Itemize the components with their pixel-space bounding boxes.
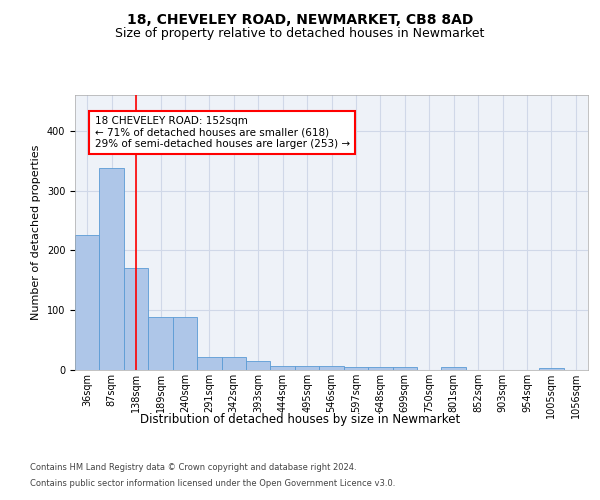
Bar (100, 168, 124, 370)
Y-axis label: Number of detached properties: Number of detached properties (31, 145, 41, 320)
Bar (442, 367, 466, 370)
Text: Size of property relative to detached houses in Newmarket: Size of property relative to detached ho… (115, 28, 485, 40)
Bar (221, 358, 246, 370)
Bar (319, 366, 344, 370)
Text: 18, CHEVELEY ROAD, NEWMARKET, CB8 8AD: 18, CHEVELEY ROAD, NEWMARKET, CB8 8AD (127, 12, 473, 26)
Text: Contains public sector information licensed under the Open Government Licence v3: Contains public sector information licen… (30, 478, 395, 488)
Text: Contains HM Land Registry data © Crown copyright and database right 2024.: Contains HM Land Registry data © Crown c… (30, 464, 356, 472)
Bar (368, 367, 392, 370)
Bar (197, 358, 221, 370)
Bar (271, 366, 295, 370)
Bar (173, 317, 197, 370)
Bar (539, 368, 563, 370)
Bar (148, 317, 173, 370)
Bar (344, 367, 368, 370)
Bar (392, 367, 417, 370)
Bar (124, 268, 148, 370)
Text: 18 CHEVELEY ROAD: 152sqm
← 71% of detached houses are smaller (618)
29% of semi-: 18 CHEVELEY ROAD: 152sqm ← 71% of detach… (95, 116, 350, 149)
Text: Distribution of detached houses by size in Newmarket: Distribution of detached houses by size … (140, 412, 460, 426)
Bar (246, 361, 271, 370)
Bar (75, 235, 100, 370)
Bar (295, 366, 319, 370)
